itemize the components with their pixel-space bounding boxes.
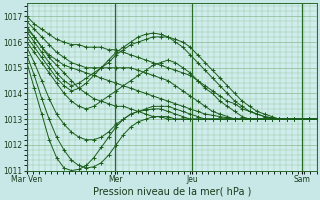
X-axis label: Pression niveau de la mer( hPa ): Pression niveau de la mer( hPa ) [92,187,251,197]
